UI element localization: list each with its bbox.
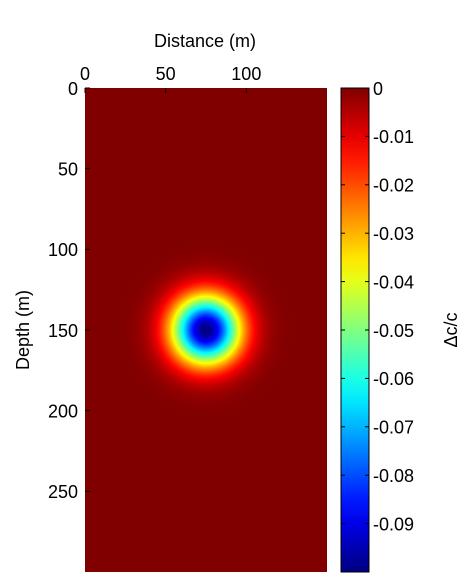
y-tick-label: 200: [48, 401, 78, 421]
colorbar-tick-label: -0.03: [373, 224, 414, 244]
colorbar-tick-label: -0.02: [373, 176, 414, 196]
field: [85, 88, 327, 572]
colorbar-tick-label: -0.04: [373, 272, 414, 292]
y-tick-label: 100: [48, 240, 78, 260]
colorbar-tick-label: -0.01: [373, 127, 414, 147]
y-axis-label: Depth (m): [13, 290, 33, 370]
y-tick-label: 150: [48, 321, 78, 341]
colorbar-tick-label: -0.07: [373, 418, 414, 438]
colorbar-label: Δc/c: [441, 312, 461, 347]
x-axis-label: Distance (m): [154, 31, 256, 51]
y-tick-label: 50: [58, 159, 78, 179]
anomaly-ring: [205, 329, 207, 331]
y-tick-label: 250: [48, 482, 78, 502]
x-tick-label: 0: [80, 64, 90, 84]
colorbar-tick-label: -0.08: [373, 466, 414, 486]
x-tick-label: 50: [156, 64, 176, 84]
colorbar-tick-label: 0: [373, 79, 383, 99]
x-tick-label: 100: [231, 64, 261, 84]
colorbar-tick-label: -0.09: [373, 514, 414, 534]
y-tick-label: 0: [68, 79, 78, 99]
colorbar: [340, 87, 370, 573]
colorbar-tick-label: -0.06: [373, 369, 414, 389]
colorbar-tick-label: -0.05: [373, 321, 414, 341]
